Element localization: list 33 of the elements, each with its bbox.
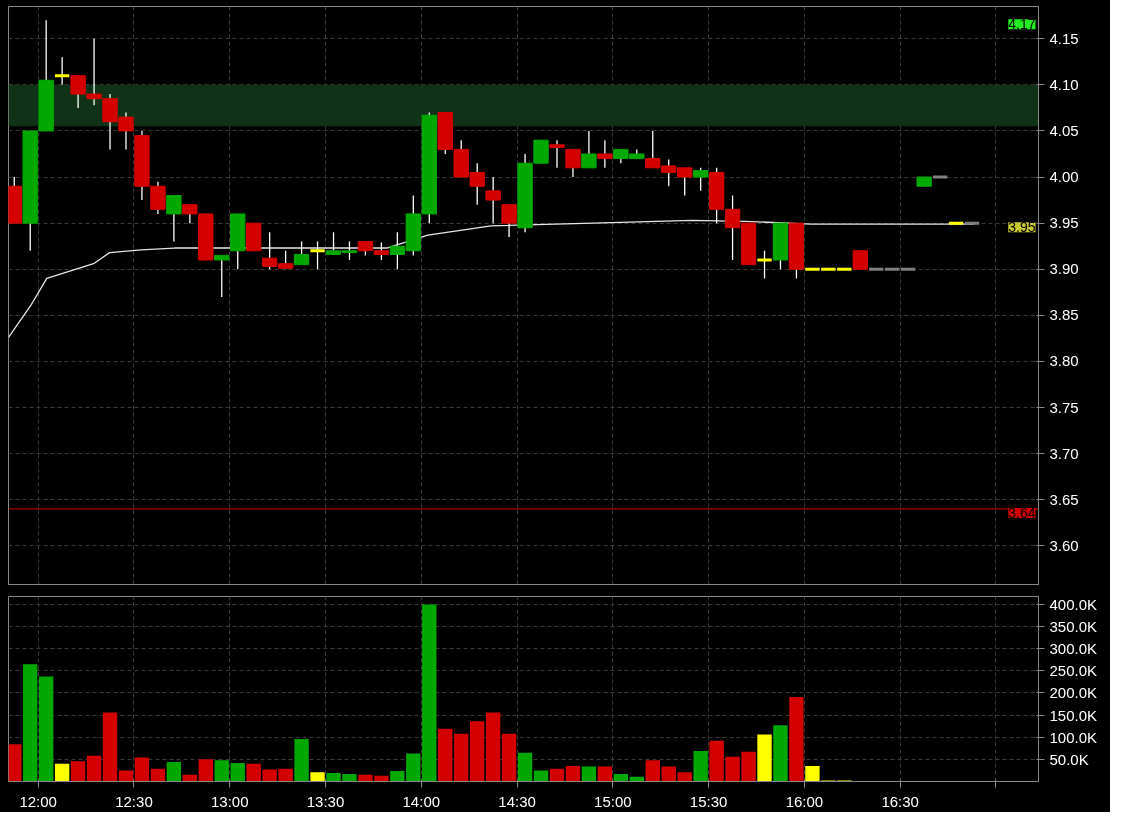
y-tick-label: 3.75	[1049, 398, 1079, 416]
ref-line-label: 3.64	[1008, 504, 1036, 521]
y-tick-label: 3.90	[1049, 260, 1079, 278]
x-tick-label: 13:30	[306, 792, 345, 810]
x-tick-label: 15:00	[594, 792, 632, 810]
y-tick-label: 3.60	[1049, 536, 1079, 554]
y-tick-label: 3.95	[1049, 214, 1079, 232]
y-tick-label: 3.80	[1049, 352, 1079, 370]
x-tick-label: 12:00	[19, 792, 57, 810]
y-tick-label: 4.00	[1049, 168, 1079, 186]
y-tick-label: 300.0K	[1049, 640, 1098, 658]
annotation: 3.95	[1008, 219, 1036, 236]
x-tick-label: 14:30	[498, 792, 536, 810]
y-tick-label: 3.70	[1049, 444, 1079, 462]
y-tick-label: 4.15	[1049, 29, 1079, 47]
x-tick-label: 13:00	[210, 792, 249, 810]
x-tick-label: 15:30	[689, 792, 728, 810]
y-tick-label: 200.0K	[1049, 684, 1098, 702]
y-tick-label: 4.10	[1049, 75, 1079, 93]
y-tick-label: 250.0K	[1049, 662, 1098, 680]
x-tick-label: 16:30	[881, 792, 919, 810]
annotation: 4.17	[1008, 16, 1036, 33]
y-tick-label: 3.65	[1049, 490, 1079, 508]
y-tick-label: 3.85	[1049, 306, 1079, 324]
x-tick-label: 16:00	[785, 792, 824, 810]
x-tick-label: 14:00	[402, 792, 441, 810]
y-tick-label: 50.0K	[1049, 750, 1089, 768]
y-tick-label: 4.05	[1049, 121, 1079, 139]
y-tick-label: 350.0K	[1049, 618, 1098, 636]
y-tick-label: 100.0K	[1049, 728, 1098, 746]
y-tick-label: 150.0K	[1049, 706, 1098, 724]
y-tick-label: 400.0K	[1049, 595, 1098, 613]
x-tick-label: 12:30	[115, 792, 153, 810]
